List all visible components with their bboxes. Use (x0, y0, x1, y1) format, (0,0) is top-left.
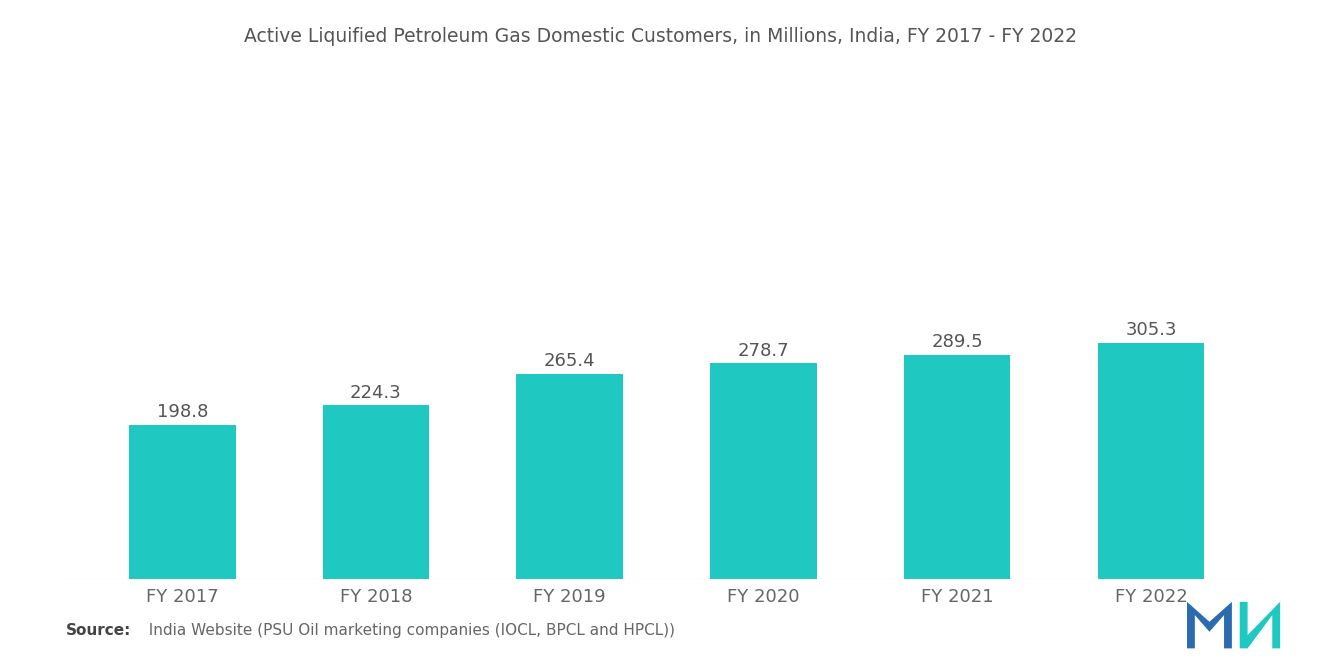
Polygon shape (1239, 602, 1280, 648)
Text: 278.7: 278.7 (738, 342, 789, 360)
Bar (322, 406, 429, 579)
Text: India Website (PSU Oil marketing companies (IOCL, BPCL and HPCL)): India Website (PSU Oil marketing compani… (139, 623, 675, 638)
Text: 305.3: 305.3 (1125, 321, 1176, 339)
Text: Source:: Source: (66, 623, 132, 638)
Bar (904, 355, 1011, 579)
Bar (516, 374, 623, 579)
Polygon shape (1187, 602, 1232, 648)
Text: 289.5: 289.5 (932, 333, 983, 351)
Bar (129, 425, 235, 579)
Text: 198.8: 198.8 (157, 403, 209, 421)
Bar (710, 364, 817, 579)
Text: 265.4: 265.4 (544, 352, 595, 370)
Text: Active Liquified Petroleum Gas Domestic Customers, in Millions, India, FY 2017 -: Active Liquified Petroleum Gas Domestic … (243, 27, 1077, 46)
Text: 224.3: 224.3 (350, 384, 401, 402)
Bar (1098, 343, 1204, 579)
